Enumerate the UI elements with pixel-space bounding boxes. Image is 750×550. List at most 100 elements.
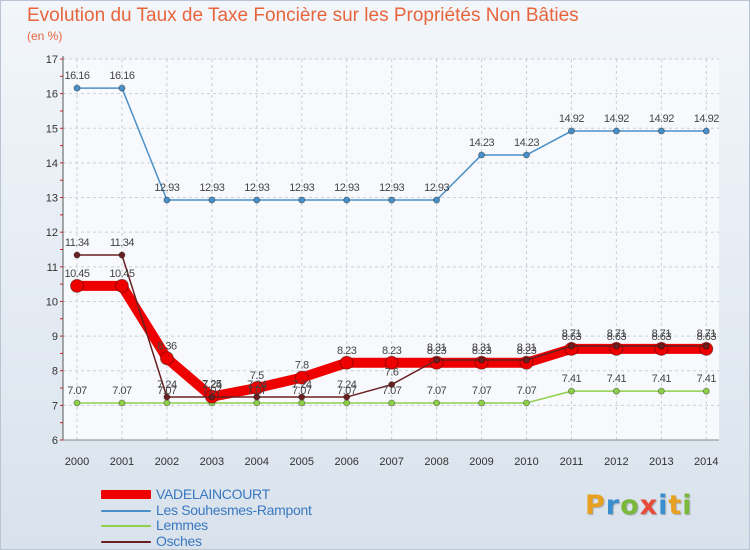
data-label-osches: 7.24 [337,379,357,391]
data-label-vadelaincourt: 7.5 [250,370,264,382]
data-point-les-souhesmes-rampont [523,151,530,159]
data-label-osches: 8.71 [652,328,672,340]
axis-layer: 6 7 8 9 10 11 12 13 14 15 16 17 2000 2001 2002 2003 2004… [46,54,719,468]
series-layer [70,84,714,407]
data-point-osches [523,356,530,364]
y-tick-label: 17 [46,54,58,66]
chart-subtitle: (en %) [27,29,63,43]
data-label-les-souhesmes-rampont: 16.16 [109,70,134,82]
data-point-lemmes [118,399,126,407]
data-label-osches: 8.31 [517,342,537,354]
y-tick-label: 9 [52,331,58,343]
logo-letter: x [639,490,659,521]
data-point-les-souhesmes-rampont [478,151,486,159]
y-tick-label: 10 [46,296,58,308]
data-point-vadelaincourt [159,351,174,366]
data-label-les-souhesmes-rampont: 14.92 [604,113,629,125]
y-tick-label: 16 [46,89,58,101]
data-label-vadelaincourt: 8.36 [157,340,177,352]
data-point-lemmes [702,387,710,395]
data-label-les-souhesmes-rampont: 12.93 [379,182,404,194]
data-point-lemmes [567,387,575,395]
data-label-lemmes: 7.41 [607,373,627,385]
data-label-osches: 8.71 [697,328,717,340]
data-label-lemmes: 7.07 [292,385,312,397]
legend-swatch [101,525,151,527]
y-tick-label: 12 [46,227,58,239]
data-point-lemmes [253,399,261,407]
data-label-vadelaincourt: 10.45 [109,268,134,280]
x-tick-label: 2006 [334,456,358,468]
x-tick-label: 2008 [424,456,448,468]
data-point-osches [73,251,81,259]
data-point-les-souhesmes-rampont [163,196,171,204]
x-tick-label: 2014 [694,456,718,468]
legend-label: VADELAINCOURT [156,486,270,502]
x-tick-label: 2011 [560,456,584,468]
data-label-les-souhesmes-rampont: 12.93 [154,182,179,194]
grid-layer [63,58,719,441]
series-osches [73,251,710,401]
data-point-osches [478,356,486,364]
data-point-osches [298,393,306,401]
legend-swatch [101,540,151,543]
y-tick-label: 14 [46,158,58,170]
data-point-vadelaincourt [294,370,309,385]
data-label-vadelaincourt: 7.8 [295,360,309,372]
data-label-vadelaincourt: 8.63 [562,331,582,343]
data-label-les-souhesmes-rampont: 14.92 [559,113,584,125]
data-label-les-souhesmes-rampont: 16.16 [64,70,89,82]
data-point-osches [702,342,710,350]
data-point-les-souhesmes-rampont [253,196,261,204]
x-tick-label: 2001 [110,456,134,468]
data-point-osches [433,356,441,364]
data-point-vadelaincourt [339,355,354,370]
data-label-lemmes: 7.41 [562,373,582,385]
x-tick-label: 2005 [290,456,314,468]
data-label-vadelaincourt: 8.23 [472,345,492,357]
x-tick-label: 2013 [649,456,673,468]
data-point-les-souhesmes-rampont [657,127,665,135]
data-point-lemmes [433,399,441,407]
data-label-lemmes: 7.07 [337,385,357,397]
data-label-les-souhesmes-rampont: 14.92 [694,113,719,125]
data-label-les-souhesmes-rampont: 12.93 [244,182,269,194]
data-label-lemmes: 7.07 [67,385,87,397]
data-point-les-souhesmes-rampont [433,196,441,204]
data-point-lemmes [478,399,486,407]
y-tick-label: 15 [46,123,58,135]
logo-letter: i [682,490,693,521]
data-point-lemmes [388,399,396,407]
logo-letter: t [668,490,683,521]
proxiti-logo: Proxiti [585,490,693,521]
logo-letter: i [658,490,669,521]
data-point-les-souhesmes-rampont [298,196,306,204]
data-label-osches: 7.24 [157,379,177,391]
data-label-osches: 8.31 [427,342,447,354]
x-tick-label: 2000 [65,456,89,468]
data-label-les-souhesmes-rampont: 12.93 [424,182,449,194]
legend-swatch [101,490,151,499]
data-label-lemmes: 7.07 [517,385,537,397]
data-label-les-souhesmes-rampont: 14.23 [469,137,494,149]
data-label-osches: 7.24 [292,379,312,391]
data-label-lemmes: 7.07 [382,385,402,397]
data-point-les-souhesmes-rampont [612,127,620,135]
data-point-osches [118,251,126,259]
series-les-souhesmes-rampont [73,84,710,204]
legend-label: Lemmes [156,517,208,533]
data-label-lemmes: 7.07 [157,385,177,397]
data-point-lemmes [343,399,351,407]
data-label-lemmes: 7.07 [247,385,267,397]
data-label-lemmes: 7.07 [472,385,492,397]
data-label-osches: 8.31 [472,342,492,354]
data-point-les-souhesmes-rampont [208,196,216,204]
y-tick-label: 13 [46,193,58,205]
x-tick-label: 2012 [604,456,628,468]
data-label-lemmes: 7.07 [202,385,222,397]
data-point-osches [253,393,261,401]
data-label-osches: 7.6 [385,367,399,379]
x-tick-label: 2007 [379,456,403,468]
